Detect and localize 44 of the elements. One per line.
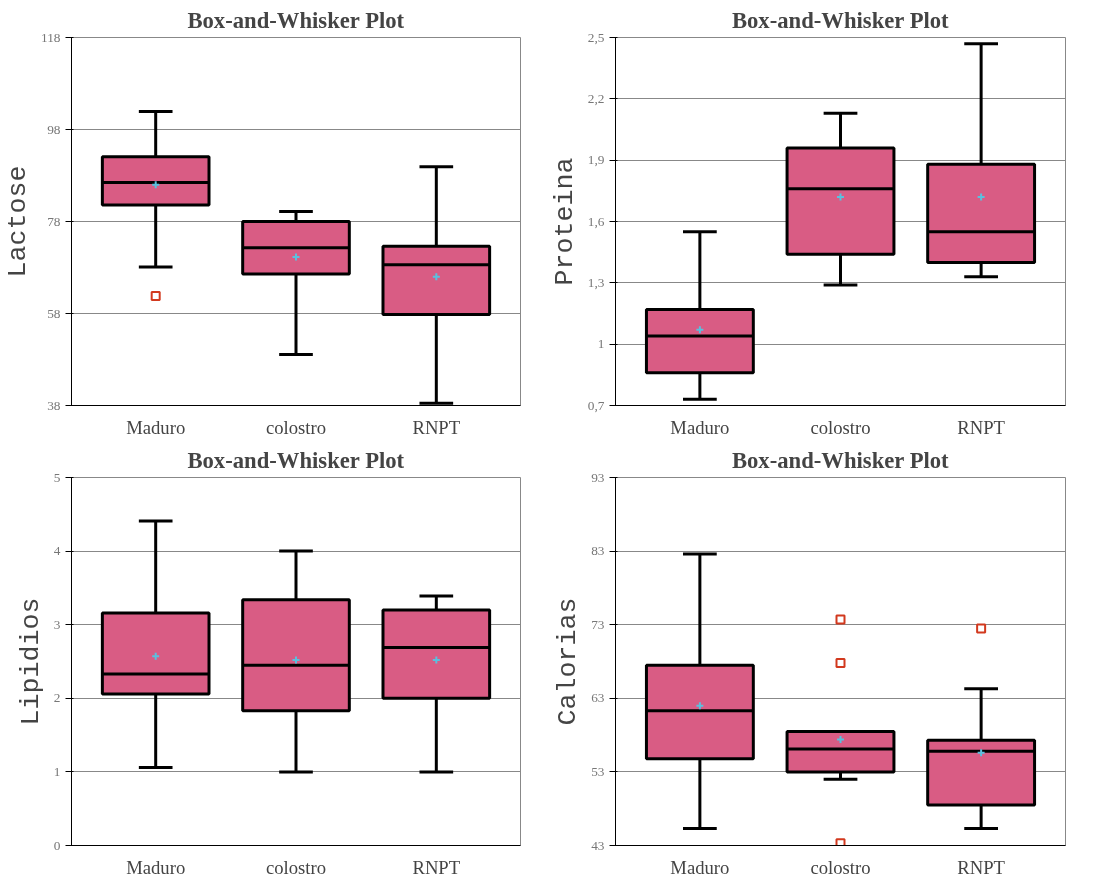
y-tick-label: 3 <box>53 616 61 632</box>
x-tick-label: colostro <box>810 856 871 878</box>
y-tick-label: 58 <box>47 305 61 321</box>
x-tick-label: colostro <box>265 856 327 878</box>
x-tick-label: Maduro <box>670 856 730 878</box>
y-tick-label: 43 <box>591 837 605 853</box>
x-tick-label: RNPT <box>957 416 1006 438</box>
y-tick-label: 2,5 <box>587 29 605 45</box>
y-axis-title: Calorias <box>553 597 584 726</box>
y-axis-title: Lipidios <box>15 597 46 726</box>
y-tick-label: 93 <box>591 469 605 485</box>
x-tick-label: Maduro <box>126 416 186 438</box>
y-tick-label: 4 <box>53 543 61 559</box>
y-tick-label: 1,6 <box>587 213 605 229</box>
y-tick-label: 38 <box>47 397 61 413</box>
chart-title: Box-and-Whisker Plot <box>187 447 405 473</box>
y-tick-label: 98 <box>47 121 61 137</box>
chart-title: Box-and-Whisker Plot <box>187 7 405 33</box>
y-tick-label: 53 <box>591 763 605 779</box>
x-tick-label: RNPT <box>412 416 461 438</box>
x-tick-label: Maduro <box>126 856 186 878</box>
y-axis-title: Proteina <box>549 157 580 286</box>
y-tick-label: 0,7 <box>587 397 605 413</box>
x-tick-label: RNPT <box>412 856 461 878</box>
x-tick-label: colostro <box>810 416 871 438</box>
y-tick-label: 5 <box>53 469 61 485</box>
y-tick-label: 83 <box>591 543 605 559</box>
y-tick-label: 1 <box>53 763 61 779</box>
y-tick-label: 1,3 <box>587 274 605 290</box>
y-tick-label: 1 <box>597 336 605 352</box>
y-tick-label: 2,2 <box>587 90 605 106</box>
chart-title: Box-and-Whisker Plot <box>731 447 950 473</box>
y-tick-label: 78 <box>47 213 61 229</box>
y-axis-title: Lactose <box>3 165 33 278</box>
y-tick-label: 0 <box>53 837 61 853</box>
y-tick-label: 73 <box>591 616 605 632</box>
x-tick-label: Maduro <box>670 416 730 438</box>
x-tick-label: colostro <box>265 416 327 438</box>
chart-title: Box-and-Whisker Plot <box>731 7 950 33</box>
y-tick-label: 118 <box>41 29 61 45</box>
y-tick-label: 2 <box>53 690 61 706</box>
x-tick-label: RNPT <box>957 856 1006 878</box>
y-tick-label: 63 <box>591 690 605 706</box>
y-tick-label: 1,9 <box>587 152 605 168</box>
